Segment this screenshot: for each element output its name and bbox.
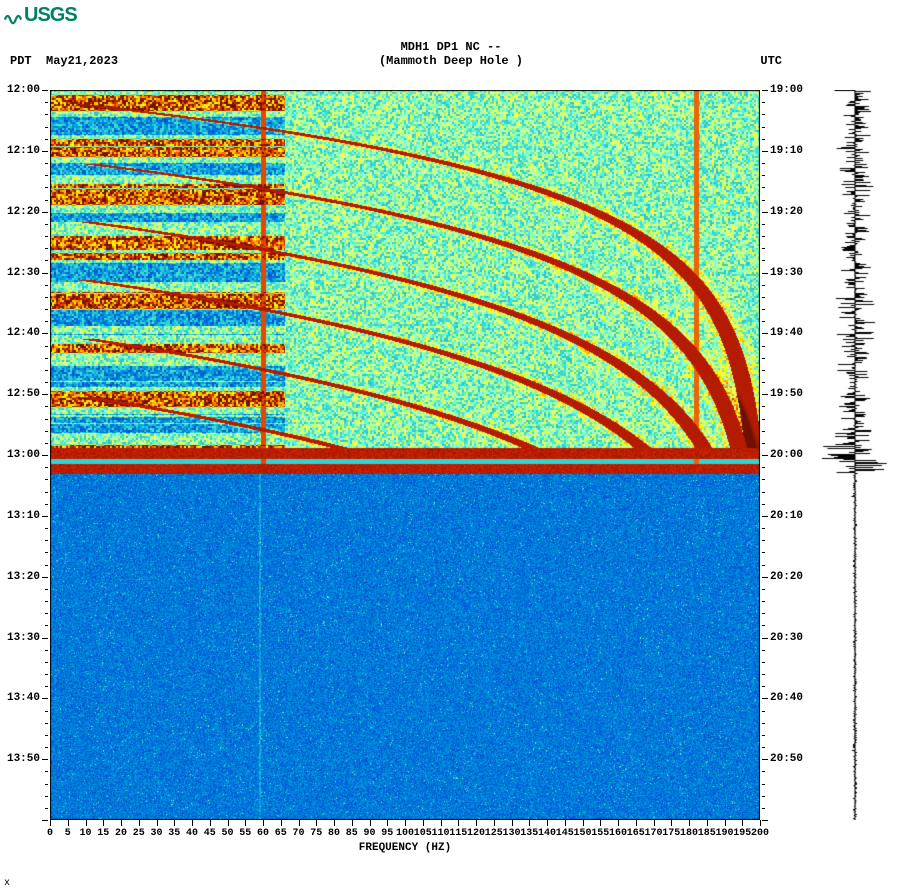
x-tick-label: 5 [65,828,71,839]
x-tick-label: 170 [644,828,662,839]
x-tick-label: 165 [627,828,645,839]
x-tick-label: 185 [698,828,716,839]
plot-header: PDT May21,2023 MDH1 DP1 NC -- (Mammoth D… [0,40,902,69]
x-tick-label: 200 [751,828,769,839]
footer-mark: x [4,878,10,889]
spectrogram-plot [50,90,760,820]
x-tick-label: 45 [204,828,216,839]
x-tick-label: 55 [239,828,251,839]
x-tick-label: 80 [328,828,340,839]
x-tick-label: 75 [310,828,322,839]
y-axis-right: 19:0019:1019:2019:3019:4019:5020:0020:10… [762,90,810,820]
x-tick-label: 180 [680,828,698,839]
y-right-tick-label: 20:20 [770,571,803,583]
x-axis: FREQUENCY (HZ) 0 5 10 15 20 25 30 35 40 45 50 55 60 6… [50,820,760,860]
tz-right: UTC [760,54,782,68]
header-left: PDT May21,2023 [10,54,118,68]
x-tick-label: 195 [733,828,751,839]
x-tick-label: 10 [79,828,91,839]
x-tick-label: 140 [538,828,556,839]
y-right-tick-label: 20:40 [770,692,803,704]
x-tick-label: 0 [47,828,53,839]
y-left-tick-label: 13:30 [7,632,40,644]
x-tick-label: 50 [221,828,233,839]
x-tick-label: 20 [115,828,127,839]
usgs-logo: USGS [4,4,77,27]
y-left-tick-label: 12:40 [7,327,40,339]
spectrogram-canvas [50,90,760,820]
x-tick-label: 35 [168,828,180,839]
x-tick-label: 125 [485,828,503,839]
y-right-tick-label: 19:20 [770,206,803,218]
x-tick-label: 90 [363,828,375,839]
y-right-tick-label: 19:30 [770,267,803,279]
y-left-tick-label: 12:00 [7,84,40,96]
y-right-tick-label: 19:10 [770,145,803,157]
logo-text: USGS [24,4,77,27]
x-tick-label: 100 [396,828,414,839]
y-left-tick-label: 12:20 [7,206,40,218]
x-tick-label: 145 [556,828,574,839]
x-tick-label: 15 [97,828,109,839]
x-tick-label: 175 [662,828,680,839]
x-tick-label: 120 [467,828,485,839]
y-right-tick-label: 20:00 [770,449,803,461]
x-tick-label: 30 [150,828,162,839]
y-left-tick-label: 13:20 [7,571,40,583]
title-line1: MDH1 DP1 NC -- [0,40,902,54]
x-tick-label: 110 [431,828,449,839]
x-tick-label: 70 [292,828,304,839]
y-right-tick-label: 20:30 [770,632,803,644]
y-right-tick-label: 19:50 [770,388,803,400]
y-right-tick-label: 20:50 [770,753,803,765]
y-left-tick-label: 13:40 [7,692,40,704]
y-left-tick-label: 12:10 [7,145,40,157]
x-tick-label: 25 [133,828,145,839]
seismogram-trace [820,90,890,820]
y-axis-left: 12:0012:1012:2012:3012:4012:5013:0013:10… [0,90,48,820]
x-tick-label: 155 [591,828,609,839]
x-tick-label: 130 [502,828,520,839]
y-left-tick-label: 12:30 [7,267,40,279]
y-left-tick-label: 12:50 [7,388,40,400]
header-date: May21,2023 [46,54,118,68]
x-tick-label: 105 [414,828,432,839]
y-left-tick-label: 13:50 [7,753,40,765]
x-tick-label: 85 [346,828,358,839]
x-tick-label: 160 [609,828,627,839]
x-axis-label: FREQUENCY (HZ) [50,842,760,854]
x-tick-label: 95 [381,828,393,839]
x-tick-label: 150 [573,828,591,839]
y-left-tick-label: 13:10 [7,510,40,522]
x-tick-label: 60 [257,828,269,839]
y-right-tick-label: 19:40 [770,327,803,339]
y-right-tick-label: 20:10 [770,510,803,522]
wave-icon [4,7,22,25]
y-left-tick-label: 13:00 [7,449,40,461]
x-tick-label: 135 [520,828,538,839]
x-tick-label: 190 [715,828,733,839]
x-tick-label: 40 [186,828,198,839]
x-tick-label: 65 [275,828,287,839]
x-tick-label: 115 [449,828,467,839]
y-right-tick-label: 19:00 [770,84,803,96]
tz-left: PDT [10,54,32,68]
